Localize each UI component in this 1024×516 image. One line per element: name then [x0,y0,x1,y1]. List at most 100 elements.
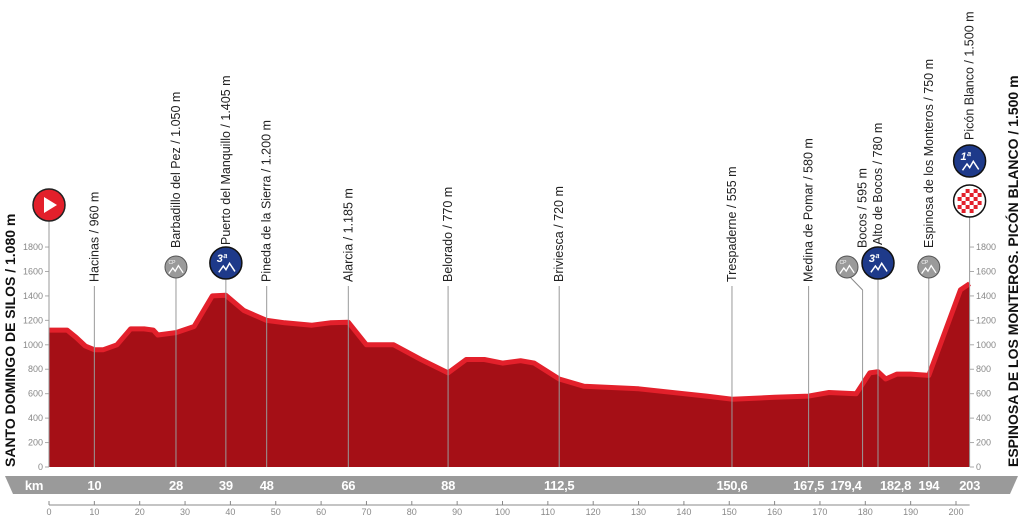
y-tick-label-left: 400 [28,413,43,423]
checkered-flag-icon [957,189,982,213]
waypoint-km-label: 167,5 [793,478,824,493]
waypoint-km-label: 194 [918,478,940,493]
checker-square [973,205,978,209]
waypoint-km-label: 179,4 [831,478,863,493]
checker-square [969,193,974,197]
y-tick-label-right: 1800 [976,242,996,252]
waypoint-km-label: 150,6 [716,478,747,493]
finish-town-label: ESPINOSA DE LOS MONTEROS. PICÓN BLANCO /… [1004,75,1021,467]
waypoint-label: Picón Blanco / 1.500 m [963,11,977,140]
climb-category-text: 3ª [869,253,880,265]
checker-square [965,197,970,201]
y-tick-label-right: 1400 [976,291,996,301]
waypoint-label: Medina de Pomar / 580 m [802,138,816,282]
sprint-badge [917,255,941,279]
climb-category-text: 1ª [961,151,972,163]
waypoint-label: Alarcia / 1.185 m [341,188,355,282]
y-tick-label-left: 1000 [23,340,43,350]
waypoint-km-label: 112,5 [544,478,574,493]
y-tick-label-right: 1600 [976,266,996,276]
x-tick-label: 50 [271,507,281,516]
checker-square [969,209,974,213]
checker-square [957,205,962,209]
x-tick-label: 120 [586,507,601,516]
y-tick-label-left: 1400 [23,291,43,301]
km-band [5,476,1018,494]
y-tick-label-right: 0 [976,462,981,472]
elevation-profile-area [49,283,970,467]
x-tick-label: 140 [676,507,691,516]
x-tick-label: 160 [767,507,782,516]
y-tick-label-right: 1000 [976,340,996,350]
y-tick-label-right: 800 [976,364,991,374]
waypoint-km-label: 182,8 [880,478,911,493]
waypoint-km-label: 39 [219,478,233,493]
leader-line [849,276,863,291]
y-tick-label-right: 400 [976,413,991,423]
y-tick-label-left: 1800 [23,242,43,252]
waypoint-km-label: 48 [260,478,274,493]
mountain-icon [870,261,888,273]
mountain-icon [839,264,855,274]
y-tick-label-right: 600 [976,389,991,399]
x-tick-label: 20 [135,507,145,516]
checker-square [977,201,982,205]
mountain-icon [168,264,184,274]
waypoint-km-label: 88 [441,478,455,493]
waypoint-label: Espinosa de los Monteros / 750 m [922,59,936,248]
checker-square [961,201,966,205]
mountain-icon [218,261,236,273]
waypoint-label: Pineda de la Sierra / 1.200 m [260,120,274,282]
sprint-badge-text: CP [840,260,848,266]
checker-square [973,189,978,193]
x-tick-label: 10 [89,507,99,516]
checker-square [973,197,978,201]
checker-square [957,197,962,201]
waypoint-label: Puerto del Manquillo / 1.405 m [219,75,233,245]
checker-square [977,193,982,197]
x-tick-label: 190 [903,507,918,516]
mountain-icon [961,159,980,171]
sprint-badge-text: CP [169,260,177,266]
y-tick-label-left: 600 [28,389,43,399]
y-tick-label-left: 0 [38,462,43,472]
x-tick-label: 40 [225,507,235,516]
start-town-label: SANTO DOMINGO DE SILOS / 1.080 m [2,214,18,467]
checker-square [965,189,970,193]
y-tick-label-right: 1200 [976,315,996,325]
waypoint-label: Belorado / 770 m [441,187,455,282]
climb-category-text: 3ª [217,253,228,265]
x-tick-label: 130 [631,507,646,516]
sprint-badge [835,255,859,279]
x-tick-label: 200 [948,507,963,516]
x-tick-label: 30 [180,507,190,516]
checker-square [965,205,970,209]
x-tick-label: 90 [452,507,462,516]
waypoint-km-label: 203 [959,478,980,493]
y-tick-label-left: 1600 [23,266,43,276]
x-tick-label: 0 [46,507,51,516]
x-tick-label: 60 [316,507,326,516]
checker-square [969,201,974,205]
y-tick-label-right: 200 [976,438,991,448]
waypoint-label: Bocos / 595 m [856,168,870,248]
mountain-icon [921,264,937,274]
x-tick-label: 80 [407,507,417,516]
y-tick-label-left: 800 [28,364,43,374]
x-tick-label: 150 [722,507,737,516]
waypoint-km-label: 66 [341,478,355,493]
waypoint-km-label: 10 [87,478,101,493]
checker-square [961,209,966,213]
y-tick-label-left: 1200 [23,315,43,325]
waypoint-label: Briviesca / 720 m [552,186,566,282]
waypoint-km-label: 28 [169,478,183,493]
sprint-badge [164,255,188,279]
waypoint-label: Hacinas / 960 m [87,192,101,282]
waypoint-label: Barbadillo del Pez / 1.050 m [169,92,183,248]
x-tick-label: 110 [541,507,555,516]
km-band-label: km [25,478,43,493]
sprint-badge-text: CP [921,260,929,266]
x-tick-label: 170 [812,507,827,516]
waypoint-label: Trespaderne / 555 m [725,166,739,282]
